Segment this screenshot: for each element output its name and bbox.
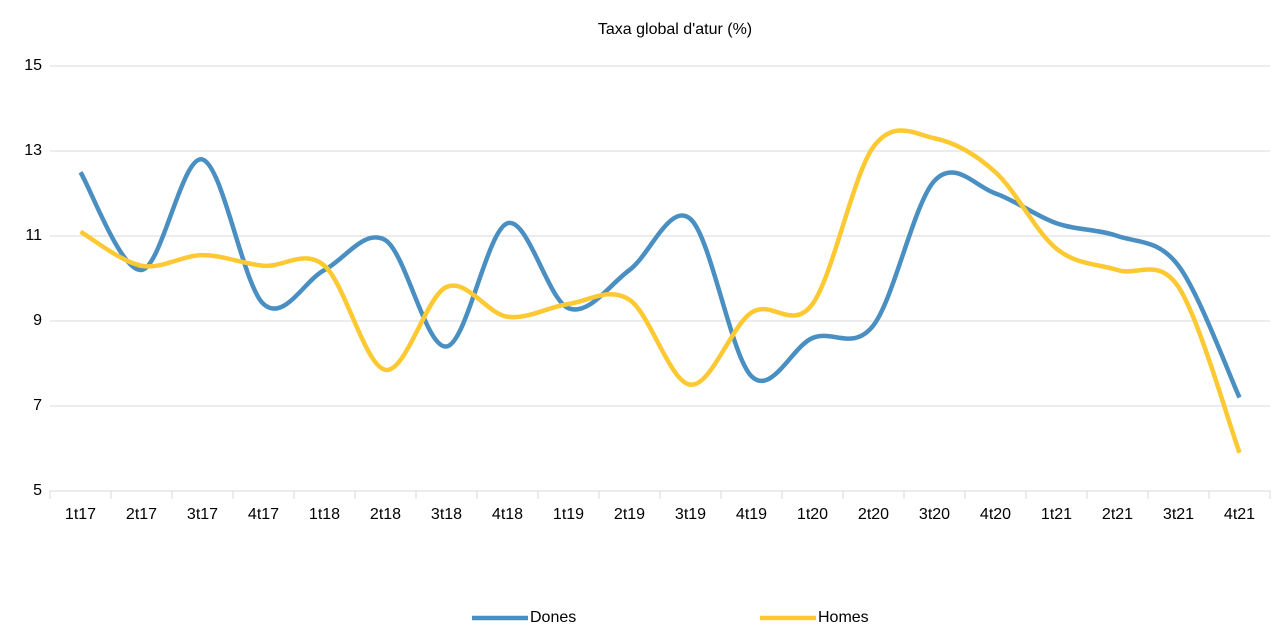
x-tick-label: 3t20 [919,506,950,523]
x-tick-label: 4t17 [248,506,279,523]
x-tick-label: 1t19 [553,506,584,523]
y-tick-label: 13 [24,142,42,159]
x-tick-label: 3t21 [1163,506,1194,523]
x-tick-label: 4t19 [736,506,767,523]
line-series [79,128,1242,454]
y-tick-label: 9 [33,312,42,329]
x-tick-label: 1t18 [309,506,340,523]
chart-title: Taxa global d'atur (%) [598,21,752,38]
x-tick-label: 1t17 [65,506,96,523]
x-tick-label: 3t17 [187,506,218,523]
x-tick-label: 1t20 [797,506,828,523]
x-tick-label: 2t20 [858,506,889,523]
legend-label: Dones [530,609,576,626]
x-tick-label: 2t19 [614,506,645,523]
y-tick-label: 5 [33,482,42,499]
x-tick-label: 1t21 [1041,506,1072,523]
x-tick-label: 2t17 [126,506,157,523]
y-tick-label: 15 [24,57,42,74]
x-tick-label: 3t18 [431,506,462,523]
x-tick-label: 4t21 [1224,506,1255,523]
x-tick-label: 2t21 [1102,506,1133,523]
legend-label: Homes [818,609,869,626]
x-tick-label: 3t19 [675,506,706,523]
y-tick-label: 7 [33,397,42,414]
x-tick-label: 4t20 [980,506,1011,523]
x-tick-label: 2t18 [370,506,401,523]
line-series [78,157,1242,399]
y-tick-label: 11 [25,227,42,244]
x-tick-label: 4t18 [492,506,523,523]
